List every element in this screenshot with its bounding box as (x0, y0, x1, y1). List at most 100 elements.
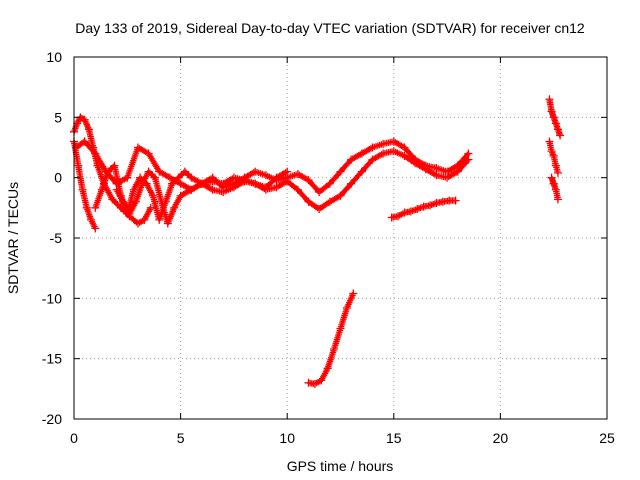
series-trail (157, 169, 172, 181)
series-trail (349, 169, 364, 186)
data-layer (70, 95, 565, 389)
series-trail (317, 199, 332, 212)
y-axis-label: SDTVAR / TECUs (5, 182, 21, 294)
series-trail (396, 210, 407, 219)
data-point (368, 143, 377, 152)
data-point (349, 289, 358, 298)
data-point (208, 177, 217, 186)
data-point (551, 161, 560, 170)
series-trail (182, 169, 194, 180)
series-trail (549, 149, 557, 158)
data-point (389, 147, 398, 156)
data-point (208, 185, 217, 194)
data-point (123, 173, 132, 182)
data-point (157, 197, 166, 206)
data-point (451, 196, 460, 205)
data-point (78, 185, 87, 194)
data-point (547, 173, 556, 182)
y-tick-label: -5 (50, 230, 63, 246)
data-point (443, 173, 452, 182)
data-point (547, 107, 556, 116)
data-point (556, 131, 565, 140)
series-trail (165, 206, 177, 225)
data-point (219, 179, 228, 188)
tick-layer: 0 5 10 15 20 25 -20 -15 -10 -5 0 5 10 (42, 49, 615, 446)
data-point (304, 176, 313, 185)
data-point (251, 179, 260, 188)
data-point (426, 201, 435, 210)
series-trail (349, 151, 364, 162)
series-trail (92, 188, 105, 210)
data-point (108, 195, 117, 204)
series-trail (359, 157, 375, 174)
data-point (144, 167, 153, 176)
series-trail (136, 145, 151, 156)
data-point (330, 345, 339, 354)
data-point (87, 215, 96, 224)
data-point (310, 380, 319, 389)
data-point (464, 155, 473, 164)
x-tick-label: 25 (599, 430, 615, 446)
data-point (453, 167, 462, 176)
series-trail (402, 145, 418, 162)
data-point (146, 203, 155, 212)
data-point (82, 203, 91, 212)
data-point (104, 167, 113, 176)
data-point (84, 125, 93, 134)
data-point (387, 213, 396, 222)
series-trail (136, 217, 146, 226)
series-trail (413, 157, 428, 168)
data-point (293, 170, 302, 179)
data-point (187, 173, 196, 182)
series-s5 (112, 167, 292, 228)
data-point (438, 197, 447, 206)
data-point (315, 205, 324, 214)
series-trail (546, 97, 555, 113)
data-point (283, 167, 292, 176)
data-point (110, 161, 119, 170)
data-point (74, 161, 83, 170)
data-point (325, 197, 334, 206)
data-point (400, 143, 409, 152)
data-point (187, 185, 196, 194)
series-trail (127, 200, 139, 216)
x-tick-label: 20 (493, 430, 509, 446)
data-point (229, 183, 238, 192)
data-point (240, 176, 249, 185)
data-point (336, 324, 345, 333)
data-point (283, 177, 292, 186)
series-trail (338, 181, 354, 198)
series-trail (79, 188, 90, 210)
data-point (251, 167, 260, 176)
data-point (73, 119, 82, 128)
series-trail (142, 206, 154, 222)
series-trail (455, 157, 471, 174)
series-trail (274, 169, 289, 181)
data-point (413, 205, 422, 214)
series-s6 (304, 289, 358, 389)
series-trail (178, 187, 193, 199)
data-point (174, 173, 183, 182)
data-point (317, 376, 326, 385)
data-point (323, 364, 332, 373)
series-trail (424, 166, 439, 178)
y-tick-label: 0 (54, 170, 62, 186)
series-trail (295, 187, 311, 204)
y-tick-label: -10 (42, 290, 62, 306)
data-point (553, 125, 562, 134)
data-point (551, 185, 560, 194)
series-trail (221, 175, 236, 187)
data-point (379, 149, 388, 158)
grid-layer (74, 57, 607, 419)
data-point (553, 195, 562, 204)
data-point (144, 149, 153, 158)
series-trail (146, 169, 157, 180)
series-trail (124, 146, 141, 179)
series-trail (319, 366, 330, 382)
data-point (336, 167, 345, 176)
series-trail (170, 175, 181, 186)
series-s9 (545, 137, 562, 177)
data-point (138, 179, 147, 188)
data-point (176, 191, 185, 200)
data-point (165, 173, 174, 182)
